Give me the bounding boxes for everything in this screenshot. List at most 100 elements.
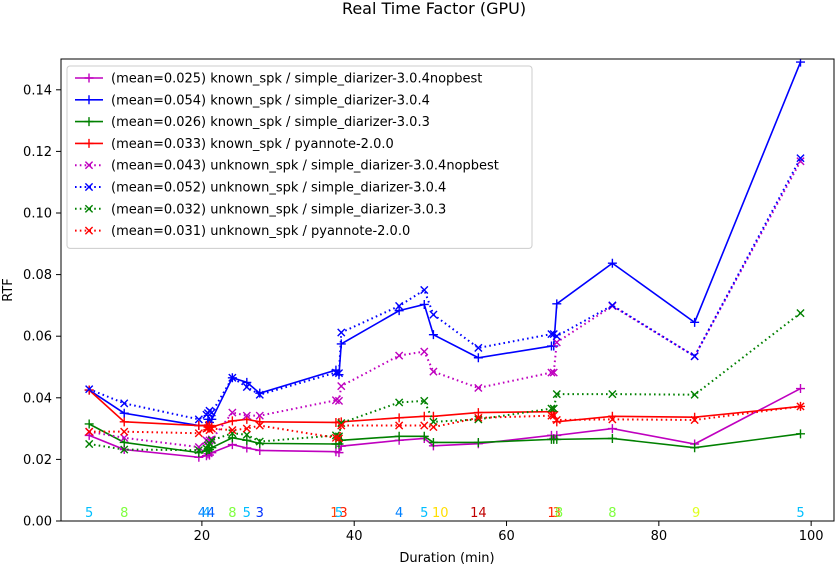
legend-entry: (mean=0.054) known_spk / simple_diarizer…: [75, 93, 430, 108]
data-point: [394, 413, 404, 423]
data-point: [205, 436, 214, 445]
x-tick-label: 100: [799, 529, 824, 544]
legend-label: (mean=0.052) unknown_spk / simple_diariz…: [111, 181, 446, 196]
count-annotation: 3: [553, 506, 561, 521]
data-point: [552, 299, 562, 309]
data-point: [428, 330, 438, 340]
data-point: [331, 396, 341, 405]
legend-entry: (mean=0.052) unknown_spk / simple_diariz…: [75, 181, 446, 196]
data-point: [690, 352, 699, 361]
data-point: [690, 415, 699, 425]
data-point: [428, 437, 438, 447]
count-annotation: 5: [335, 506, 343, 521]
data-point: [85, 439, 94, 449]
data-point: [334, 434, 344, 443]
y-tick-label: 0.12: [23, 145, 52, 160]
data-point: [796, 402, 805, 411]
data-point: [194, 446, 203, 455]
data-point: [690, 390, 699, 399]
count-annotation: 8: [120, 506, 128, 521]
series-group: [84, 59, 805, 462]
legend-marker: [84, 95, 94, 105]
x-axis-label: Duration (min): [399, 551, 494, 565]
data-point: [473, 437, 483, 447]
data-point: [255, 437, 264, 446]
data-point: [194, 415, 203, 424]
data-point: [207, 424, 216, 433]
legend-label: (mean=0.054) known_spk / simple_diarizer…: [111, 93, 430, 108]
legend-marker: [84, 161, 94, 170]
data-point: [690, 443, 700, 453]
data-point: [795, 429, 805, 439]
x-tick-label: 20: [194, 529, 211, 544]
data-point: [420, 285, 429, 295]
y-tick-label: 0.00: [23, 515, 52, 530]
data-point: [334, 369, 344, 378]
legend-entry: (mean=0.031) unknown_spk / pyannote-2.0.…: [75, 224, 410, 239]
plot-area: 5 8 444 8 5 3 153 4 5 10 14 138 8 9 5: [84, 59, 805, 521]
legend: (mean=0.025) known_spk / simple_diarizer…: [66, 65, 533, 249]
y-tick-label: 0.14: [23, 83, 52, 98]
data-point: [228, 373, 237, 382]
count-annotation: 5: [85, 506, 93, 521]
data-point: [228, 408, 237, 417]
count-annotation: 3: [339, 506, 347, 521]
data-point: [607, 424, 617, 434]
data-point: [795, 384, 805, 394]
legend-entry: (mean=0.026) known_spk / simple_diarizer…: [75, 115, 430, 130]
legend-marker: [84, 182, 94, 192]
legend-marker: [84, 204, 94, 213]
data-point: [255, 390, 264, 399]
data-point: [255, 421, 264, 430]
data-point: [337, 382, 346, 391]
data-point: [419, 299, 429, 309]
data-point: [331, 368, 341, 377]
data-point: [608, 390, 617, 399]
y-axis-label: RTF: [1, 278, 16, 302]
count-annotation: 9: [692, 506, 700, 521]
data-point: [85, 427, 94, 436]
data-point: [255, 438, 265, 448]
data-point: [552, 338, 561, 347]
data-point: [547, 368, 556, 377]
data-point: [85, 385, 94, 394]
data-point: [227, 433, 237, 443]
data-point: [474, 343, 483, 352]
count-annotation: 8: [228, 506, 236, 521]
axes: 20 40 60 80 100 0.00 0.02 0.04 0.06 0.08 0.10 0.12 0…: [23, 83, 824, 544]
legend-entry: (mean=0.033) known_spk / pyannote-2.0.0: [75, 137, 394, 152]
y-tick-label: 0.06: [23, 330, 52, 345]
data-point: [394, 306, 404, 316]
y-tick-label: 0.08: [23, 268, 52, 283]
data-point: [120, 433, 129, 442]
data-point: [395, 421, 404, 430]
legend-label: (mean=0.025) known_spk / simple_diarizer…: [111, 72, 482, 87]
data-point: [120, 427, 129, 436]
plot-frame: [60, 58, 835, 522]
data-point: [337, 421, 346, 430]
data-point: [796, 157, 805, 166]
x-tick-label: 60: [498, 529, 515, 544]
legend-label: (mean=0.031) unknown_spk / pyannote-2.0.…: [111, 224, 410, 239]
data-point: [608, 301, 617, 310]
data-point: [420, 421, 429, 430]
data-point: [242, 382, 251, 392]
count-annotation: 4: [395, 506, 403, 521]
legend-entry: (mean=0.032) unknown_spk / simple_diariz…: [75, 202, 446, 217]
count-annotation: 1: [330, 506, 338, 521]
legend-entry: (mean=0.043) unknown_spk / simple_diariz…: [75, 159, 499, 174]
legend-marker: [84, 138, 94, 148]
data-point: [690, 317, 700, 327]
data-point: [552, 332, 561, 341]
data-point: [419, 431, 429, 441]
legend-entry: (mean=0.025) known_spk / simple_diarizer…: [75, 72, 482, 87]
data-point: [331, 433, 341, 442]
y-tick-label: 0.02: [23, 453, 52, 468]
legend-frame: [66, 65, 533, 249]
data-point: [429, 422, 438, 432]
legend-marker: [84, 226, 94, 235]
count-annotation: 10: [432, 506, 449, 521]
data-point: [429, 310, 438, 319]
series-7: [85, 309, 805, 455]
